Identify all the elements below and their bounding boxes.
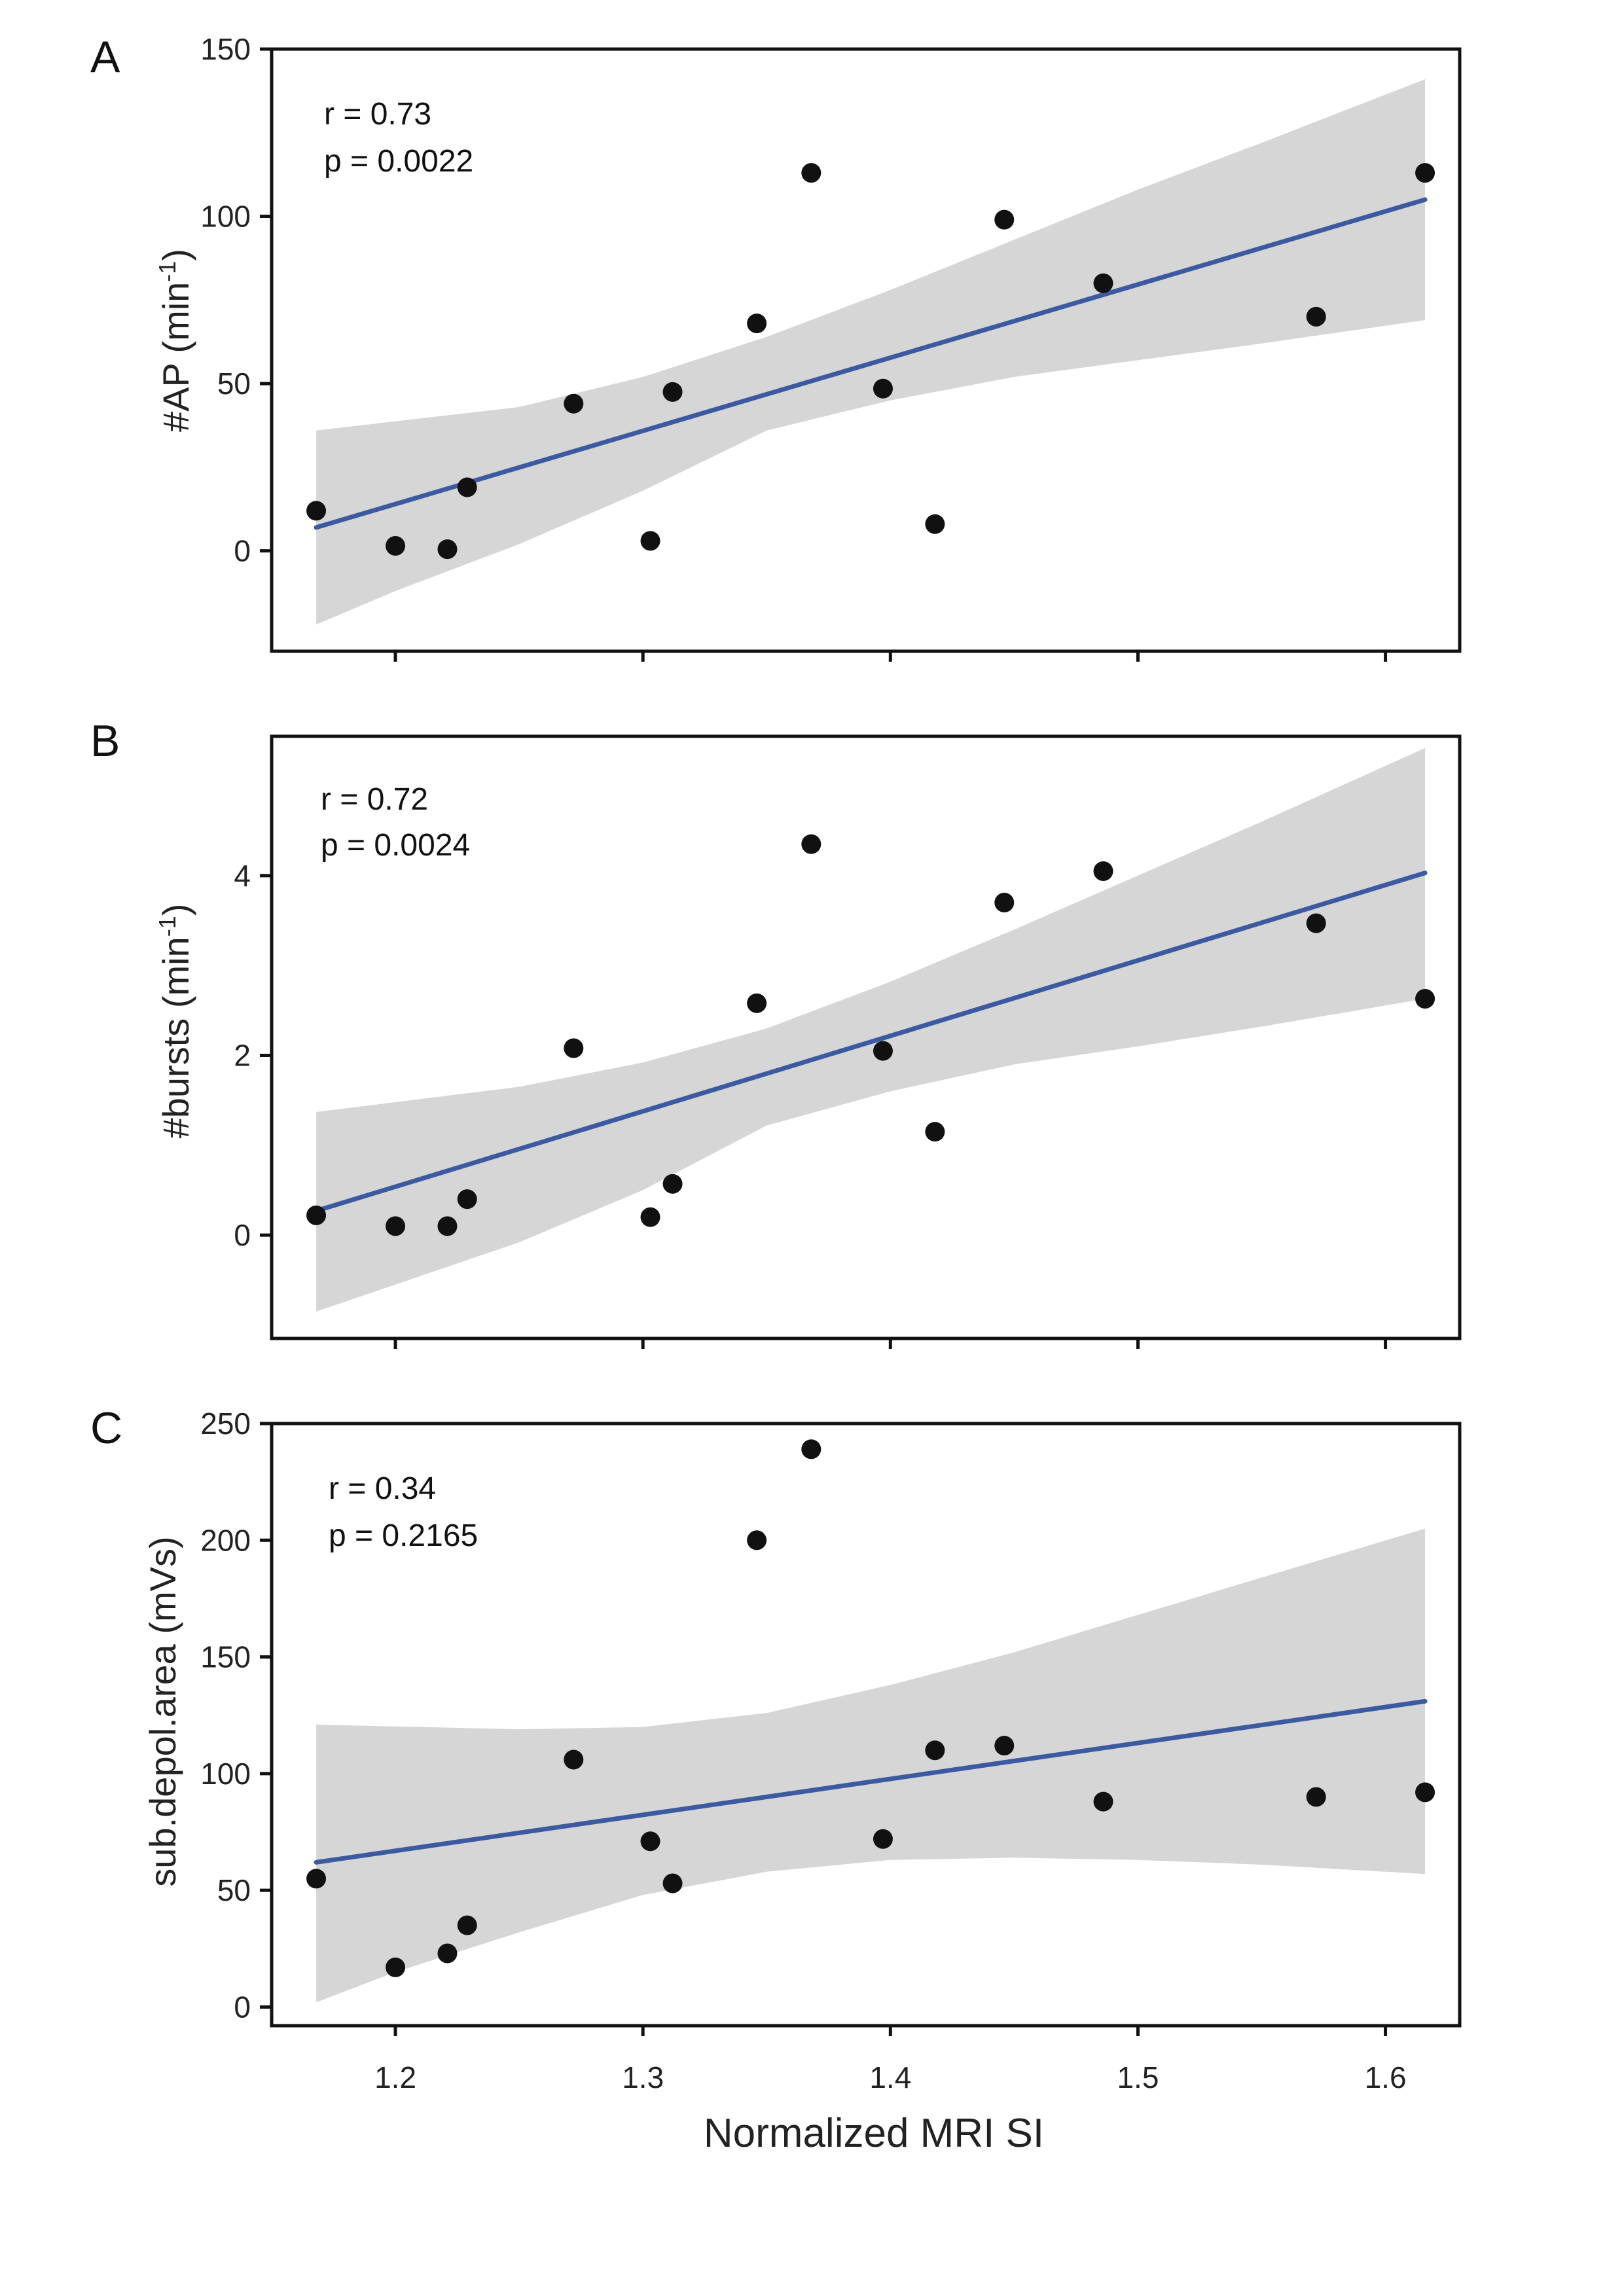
data-point-b [437,1216,458,1236]
data-point-c [457,1915,477,1935]
data-point-a [457,477,477,497]
data-point-b [1093,861,1113,881]
data-point-c [640,1831,660,1852]
plot-frame-c [270,1422,1462,2028]
y-tick-label-b: 0 [234,1218,251,1252]
data-point-b [801,834,821,854]
panel-letter-b: B [90,716,120,766]
panel-b: 0 2 4 B r = 0.72 p = 0.0024 #bursts (min-1) [90,716,1462,1349]
data-point-a [662,382,683,402]
data-point-c [994,1736,1015,1756]
y-tick-label-c: 200 [200,1523,251,1557]
data-point-b [925,1122,945,1142]
data-point-c [747,1530,767,1551]
data-point-c [801,1439,821,1460]
correlation-r-a: r = 0.73 [324,97,431,132]
data-point-b [640,1207,660,1227]
data-point-c [1093,1791,1113,1812]
p-value-a: p = 0.0022 [324,144,473,179]
x-tick-label: 1.6 [1365,2060,1407,2094]
data-point-b [662,1174,683,1194]
data-point-a [801,163,821,183]
data-point-b [873,1041,893,1061]
data-point-c [873,1829,893,1849]
data-point-c [386,1957,406,1977]
data-point-c [662,1873,683,1893]
plot-layer-a: 0 50 100 150 [200,32,1462,662]
data-point-b [1415,988,1435,1009]
confidence-band-c [316,1528,1426,2003]
regression-line-c [314,1698,1428,1865]
panel-a: 0 50 100 150 A r = 0.73 p = 0.0022 #AP (min-… [90,32,1462,662]
plot-frame-b [270,734,1462,1340]
data-point-a [306,501,327,521]
data-point-c [306,1869,327,1889]
data-point-a [1306,306,1326,327]
y-tick-label-c: 100 [200,1757,251,1791]
panel-c: 0 50 100 150 200 250 1.2 1.3 1.4 1.5 1.6 C r = 0.34… [90,1403,1462,2156]
plot-layer-c: 0 50 100 150 200 250 1.2 1.3 1.4 1.5 1.6 [200,1407,1462,2094]
y-axis-label-b: #bursts (min-1) [154,904,196,1139]
y-axis-label-c: sub.depol.area (mVs) [142,1536,183,1886]
data-point-a [437,539,458,560]
data-point-a [747,314,767,334]
data-point-a [1415,163,1435,183]
data-point-a [925,514,945,534]
plot-layer-b: 0 2 4 [234,734,1462,1349]
y-tick-label-a: 150 [200,32,251,66]
y-tick-label-b: 4 [234,859,251,893]
y-tick-label-c: 50 [217,1873,251,1907]
data-point-c [1415,1782,1435,1803]
x-axis-label: Normalized MRI SI [704,2111,1044,2156]
panel-letter-c: C [90,1403,122,1453]
data-point-b [994,893,1015,913]
data-point-a [386,536,406,556]
y-axis-label-a: #AP (min-1) [154,249,196,432]
x-tick-label: 1.4 [869,2060,911,2094]
regression-line-a [314,197,1428,530]
regression-line-b [314,870,1428,1213]
y-tick-label-c: 250 [200,1407,251,1441]
y-tick-label-a: 0 [234,534,251,568]
correlation-r-c: r = 0.34 [329,1471,436,1506]
y-tick-label-c: 0 [234,1990,251,2024]
panel-letter-a: A [90,32,120,82]
data-point-a [873,378,893,399]
p-value-b: p = 0.0024 [321,828,470,863]
y-tick-label-a: 50 [217,367,251,401]
x-tick-label: 1.2 [374,2060,416,2094]
data-point-b [1306,913,1326,933]
data-point-a [640,531,660,551]
confidence-band-b [316,747,1426,1312]
data-point-a [1093,273,1113,293]
y-tick-label-a: 100 [200,200,251,234]
data-point-b [747,993,767,1013]
x-tick-label: 1.3 [622,2060,664,2094]
data-point-c [925,1740,945,1761]
data-point-c [437,1943,458,1964]
data-point-c [1306,1787,1326,1807]
data-point-a [564,393,584,414]
y-tick-label-c: 150 [200,1640,251,1674]
p-value-c: p = 0.2165 [329,1518,478,1553]
data-point-a [994,209,1015,230]
y-tick-label-b: 2 [234,1038,251,1072]
data-point-b [564,1038,584,1058]
data-point-c [564,1749,584,1770]
data-point-b [457,1189,477,1210]
confidence-band-a [316,79,1426,625]
data-point-b [386,1216,406,1236]
x-tick-label: 1.5 [1117,2060,1159,2094]
plot-frame-a [270,47,1462,653]
correlation-r-b: r = 0.72 [321,782,428,817]
data-point-b [306,1205,327,1225]
